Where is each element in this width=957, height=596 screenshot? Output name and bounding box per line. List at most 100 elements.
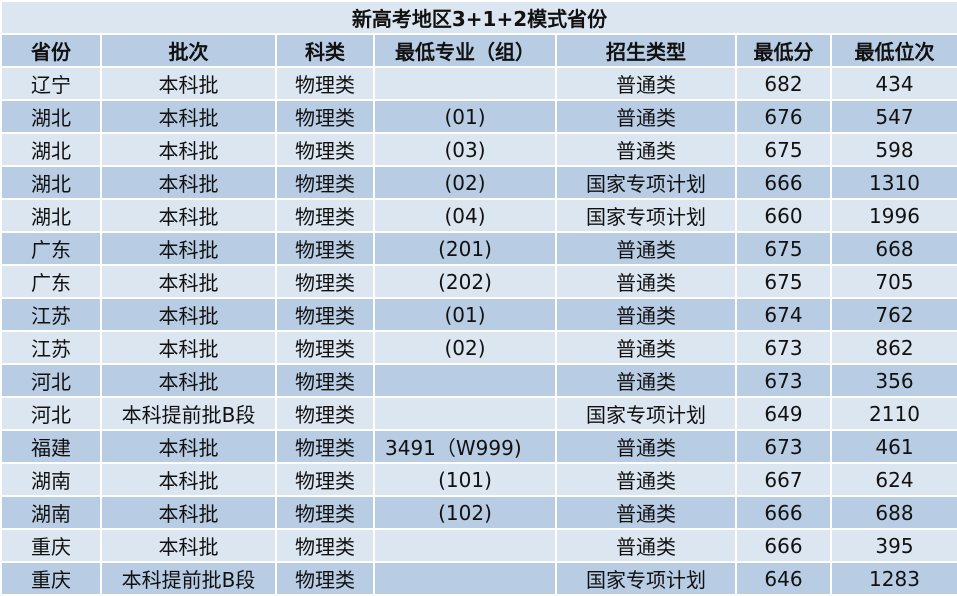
cell-province: 湖南: [0, 462, 102, 497]
cell-subject: 物理类: [275, 495, 375, 530]
cell-min-score: 646: [735, 561, 832, 596]
cell-subject: 物理类: [275, 363, 375, 398]
cell-batch: 本科提前批B段: [100, 396, 277, 431]
cell-batch: 本科批: [100, 462, 277, 497]
cell-subject: 物理类: [275, 198, 375, 233]
cell-province: 重庆: [0, 561, 102, 596]
cell-major-group: (04): [373, 198, 557, 233]
table-row: 重庆 本科批 物理类 普通类 666 395: [0, 528, 957, 563]
cell-province: 河北: [0, 396, 102, 431]
cell-min-rank: 668: [829, 231, 957, 266]
cell-subject: 物理类: [275, 231, 375, 266]
cell-province: 江苏: [0, 297, 102, 332]
cell-min-score: 649: [735, 396, 832, 431]
cell-enroll-type: 普通类: [555, 363, 737, 398]
cell-enroll-type: 普通类: [555, 528, 737, 563]
cell-batch: 本科批: [100, 99, 277, 134]
cell-min-score: 660: [735, 198, 832, 233]
cell-batch: 本科批: [100, 495, 277, 530]
cell-major-group: [373, 528, 557, 563]
header-major-group: 最低专业（组）: [373, 33, 557, 68]
cell-major-group: (01): [373, 297, 557, 332]
cell-province: 广东: [0, 264, 102, 299]
cell-min-rank: 762: [829, 297, 957, 332]
cell-min-rank: 688: [829, 495, 957, 530]
cell-subject: 物理类: [275, 66, 375, 101]
cell-min-rank: 434: [829, 66, 957, 101]
cell-enroll-type: 普通类: [555, 264, 737, 299]
cell-province: 辽宁: [0, 66, 102, 101]
table-row: 河北 本科批 物理类 普通类 673 356: [0, 363, 957, 398]
cell-subject: 物理类: [275, 297, 375, 332]
cell-major-group: [373, 561, 557, 596]
cell-min-score: 682: [735, 66, 832, 101]
cell-major-group: [373, 363, 557, 398]
header-batch: 批次: [100, 33, 277, 68]
cell-min-rank: 1310: [829, 165, 957, 200]
cell-enroll-type: 普通类: [555, 330, 737, 365]
cell-min-rank: 862: [829, 330, 957, 365]
cell-min-score: 674: [735, 297, 832, 332]
cell-province: 福建: [0, 429, 102, 464]
header-subject: 科类: [275, 33, 375, 68]
table-row: 辽宁 本科批 物理类 普通类 682 434: [0, 66, 957, 101]
cell-batch: 本科批: [100, 231, 277, 266]
cell-major-group: (01): [373, 99, 557, 134]
cell-min-rank: 598: [829, 132, 957, 167]
cell-min-score: 675: [735, 132, 832, 167]
cell-enroll-type: 普通类: [555, 429, 737, 464]
cell-min-rank: 461: [829, 429, 957, 464]
cell-min-score: 667: [735, 462, 832, 497]
cell-enroll-type: 国家专项计划: [555, 198, 737, 233]
cell-min-score: 676: [735, 99, 832, 134]
cell-enroll-type: 普通类: [555, 495, 737, 530]
cell-min-rank: 1996: [829, 198, 957, 233]
cell-major-group: (202): [373, 264, 557, 299]
table-row: 湖北 本科批 物理类 (04) 国家专项计划 660 1996: [0, 198, 957, 233]
cell-batch: 本科批: [100, 66, 277, 101]
cell-min-score: 673: [735, 330, 832, 365]
cell-enroll-type: 国家专项计划: [555, 561, 737, 596]
cell-batch: 本科批: [100, 132, 277, 167]
cell-province: 广东: [0, 231, 102, 266]
cell-enroll-type: 国家专项计划: [555, 396, 737, 431]
cell-batch: 本科批: [100, 297, 277, 332]
cell-enroll-type: 普通类: [555, 297, 737, 332]
cell-batch: 本科批: [100, 198, 277, 233]
cell-province: 湖北: [0, 165, 102, 200]
cell-province: 江苏: [0, 330, 102, 365]
header-province: 省份: [0, 33, 102, 68]
cell-min-rank: 705: [829, 264, 957, 299]
cell-min-score: 675: [735, 231, 832, 266]
cell-subject: 物理类: [275, 561, 375, 596]
table-row: 福建 本科批 物理类 3491（W999) 普通类 673 461: [0, 429, 957, 464]
cell-batch: 本科批: [100, 528, 277, 563]
cell-major-group: (02): [373, 330, 557, 365]
header-enroll-type: 招生类型: [555, 33, 737, 68]
cell-batch: 本科批: [100, 330, 277, 365]
cell-province: 湖北: [0, 132, 102, 167]
cell-enroll-type: 国家专项计划: [555, 165, 737, 200]
cell-min-score: 666: [735, 495, 832, 530]
cell-province: 湖南: [0, 495, 102, 530]
cell-major-group: (201): [373, 231, 557, 266]
cell-enroll-type: 普通类: [555, 132, 737, 167]
cell-enroll-type: 普通类: [555, 231, 737, 266]
cell-province: 湖北: [0, 198, 102, 233]
cell-major-group: [373, 396, 557, 431]
header-min-score: 最低分: [735, 33, 832, 68]
cell-province: 湖北: [0, 99, 102, 134]
table-row: 湖北 本科批 物理类 (02) 国家专项计划 666 1310: [0, 165, 957, 200]
table-row: 重庆 本科提前批B段 物理类 国家专项计划 646 1283: [0, 561, 957, 596]
cell-min-score: 673: [735, 429, 832, 464]
cell-min-rank: 1283: [829, 561, 957, 596]
cell-min-rank: 624: [829, 462, 957, 497]
cell-batch: 本科批: [100, 264, 277, 299]
cell-major-group: (03): [373, 132, 557, 167]
table-row: 广东 本科批 物理类 (201) 普通类 675 668: [0, 231, 957, 266]
cell-subject: 物理类: [275, 165, 375, 200]
cell-batch: 本科批: [100, 429, 277, 464]
cell-province: 重庆: [0, 528, 102, 563]
cell-batch: 本科批: [100, 363, 277, 398]
